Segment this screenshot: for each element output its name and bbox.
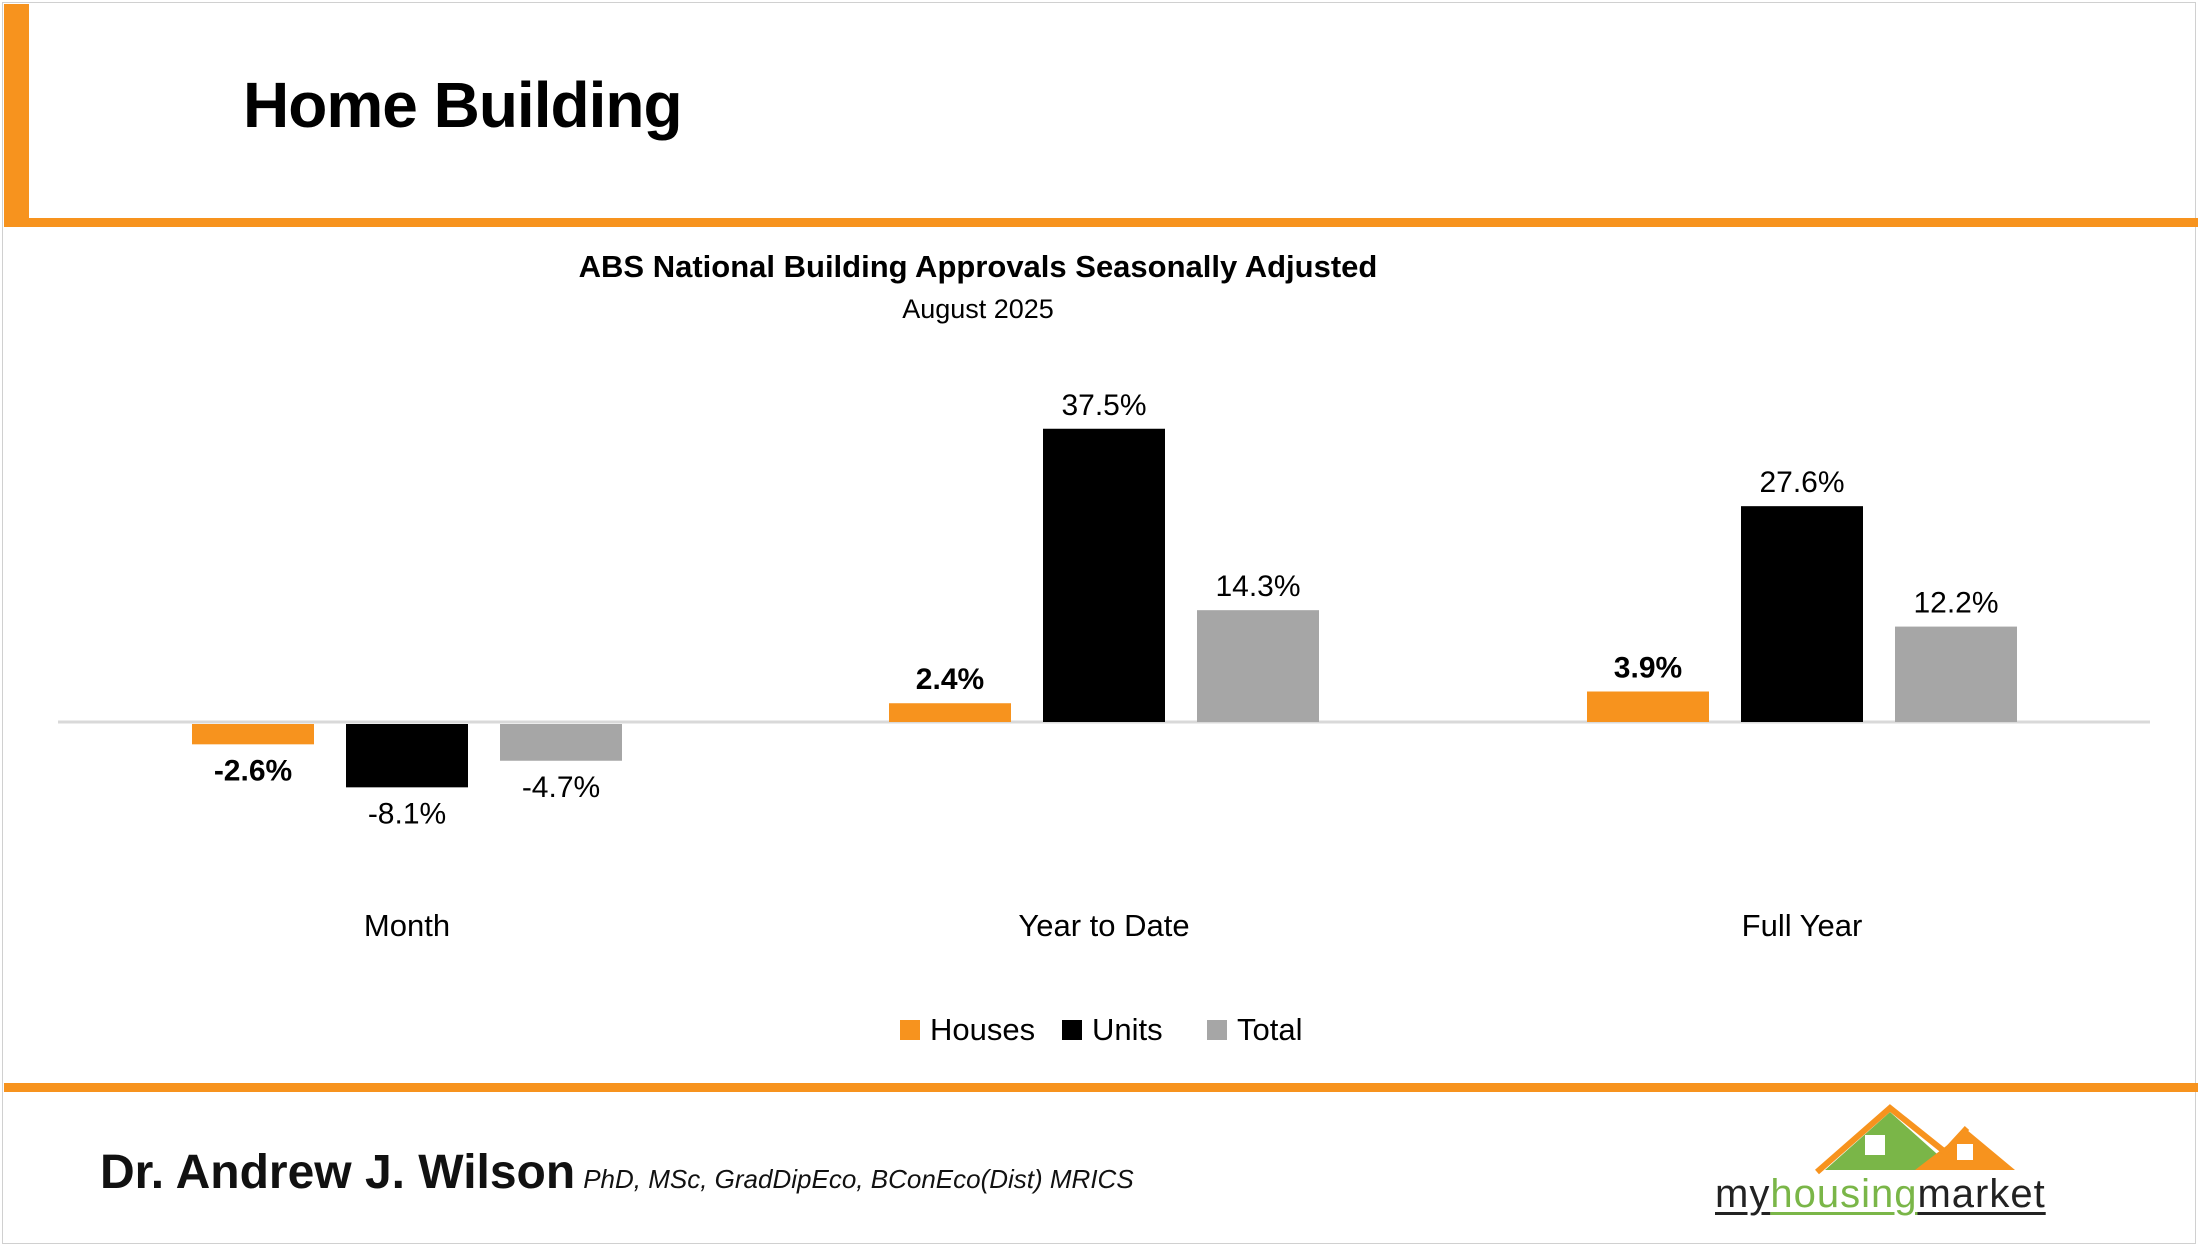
legend-label-houses: Houses: [930, 1012, 1035, 1047]
bar-total: [500, 724, 622, 761]
category-label: Month: [364, 908, 450, 943]
data-label: -8.1%: [368, 797, 446, 830]
author-credentials: PhD, MSc, GradDipEco, BConEco(Dist) MRIC…: [583, 1164, 1134, 1194]
bar-total: [1197, 610, 1319, 722]
legend-swatch-houses: [900, 1020, 920, 1040]
data-label: 2.4%: [916, 663, 984, 696]
chart-subtitle: August 2025: [902, 294, 1054, 324]
category-label: Year to Date: [1018, 908, 1189, 943]
bar-houses: [1587, 691, 1709, 722]
legend-swatch-total: [1207, 1020, 1227, 1040]
legend-label-total: Total: [1237, 1012, 1302, 1047]
data-label: -4.7%: [522, 771, 600, 804]
logo-wordmark: myhousingmarket: [1715, 1172, 2046, 1216]
legend-swatch-units: [1062, 1020, 1082, 1040]
category-label: Full Year: [1742, 908, 1863, 943]
myhousingmarket-logo: myhousingmarket: [1705, 1100, 2125, 1225]
bar-chart: ABS National Building Approvals Seasonal…: [58, 249, 2150, 1047]
data-label: 12.2%: [1913, 587, 1998, 620]
bar-units: [346, 724, 468, 788]
data-label: -2.6%: [214, 754, 292, 787]
page-title: Home Building: [243, 69, 683, 141]
data-label: 3.9%: [1614, 652, 1682, 685]
data-label: 27.6%: [1759, 466, 1844, 499]
bar-units: [1043, 428, 1165, 722]
data-label: 37.5%: [1061, 389, 1146, 422]
bar-houses: [192, 724, 314, 745]
accent-side-bar: [4, 4, 29, 227]
bar-units: [1741, 506, 1863, 722]
data-label: 14.3%: [1215, 570, 1300, 603]
footer-divider: [4, 1083, 2198, 1092]
house-logo-icon: [1815, 1104, 2015, 1175]
legend-label-units: Units: [1092, 1012, 1163, 1047]
header-divider: [4, 218, 2198, 227]
bar-total: [1895, 626, 2017, 722]
chart-title: ABS National Building Approvals Seasonal…: [579, 249, 1378, 284]
author-name: Dr. Andrew J. Wilson PhD, MSc, GradDipEco…: [100, 1145, 1134, 1200]
author-name-text: Dr. Andrew J. Wilson: [100, 1146, 576, 1199]
bar-houses: [889, 703, 1011, 722]
